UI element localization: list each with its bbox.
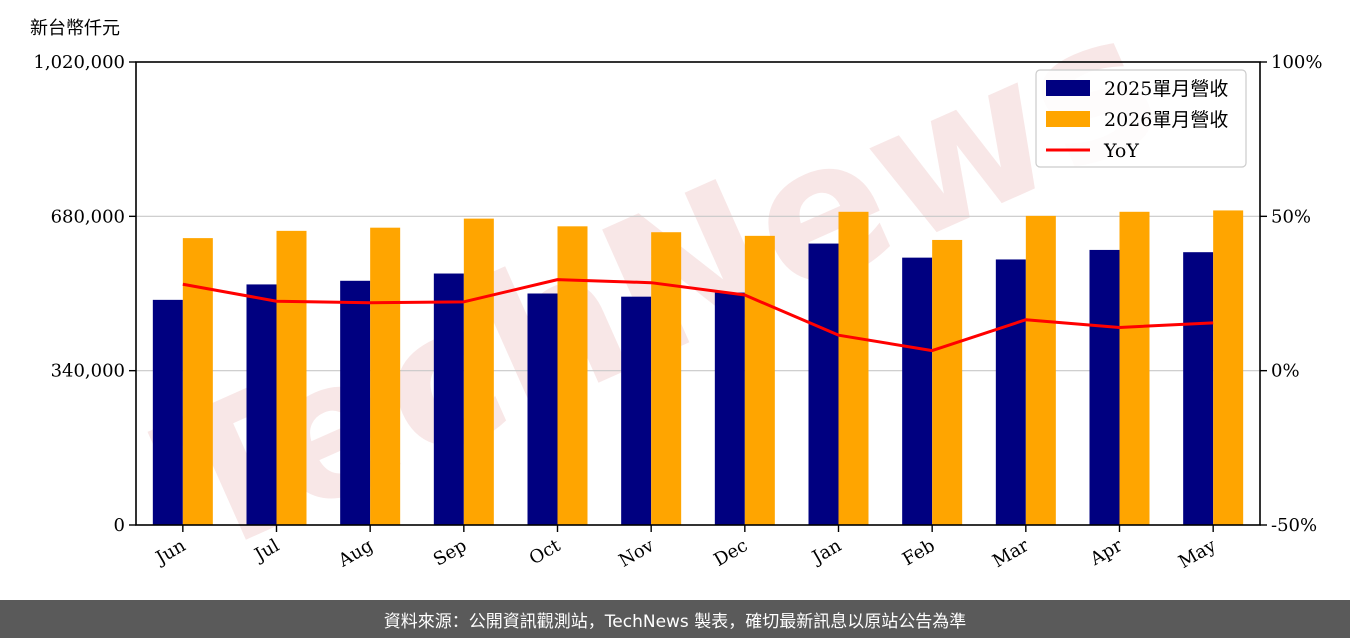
bar-series2-aug xyxy=(370,227,401,525)
bar-series2-sep xyxy=(463,218,494,525)
x-tick-label: Jan xyxy=(807,535,845,569)
y-tick-label: 1,020,000 xyxy=(33,52,125,73)
bar-series1-sep xyxy=(433,273,464,525)
bar-series1-oct xyxy=(527,293,558,525)
legend-swatch xyxy=(1046,80,1090,96)
bar-series2-apr xyxy=(1119,211,1150,525)
legend-label: YoY xyxy=(1103,140,1139,162)
bar-series2-jul xyxy=(276,230,307,525)
bar-series1-nov xyxy=(621,296,652,525)
y-tick-label: 0 xyxy=(114,515,125,536)
bars xyxy=(152,210,1244,526)
footer: 資料來源：公開資訊觀測站，TechNews 製表，確切最新訊息以原站公告為準 xyxy=(0,600,1350,638)
chart: TechNews 0340,000680,0001,020,000-50%0%5… xyxy=(30,0,1322,600)
legend: 2025單月營收 2026單月營收 YoY xyxy=(1035,69,1247,168)
y2-tick-label: 100% xyxy=(1271,52,1322,73)
y-tick-label: 680,000 xyxy=(51,206,125,227)
bar-series1-jan xyxy=(808,243,839,525)
bar-series2-dec xyxy=(744,235,775,525)
x-tick-label: Feb xyxy=(899,535,939,570)
bar-series1-jul xyxy=(246,284,277,525)
y2-tick-label: 0% xyxy=(1271,361,1300,382)
bar-series2-jan xyxy=(838,211,869,525)
y-tick-label: 340,000 xyxy=(51,361,125,382)
legend-label: 2025單月營收 xyxy=(1104,78,1228,100)
bar-series2-mar xyxy=(1025,215,1056,526)
bar-series2-may xyxy=(1213,210,1244,525)
bar-series1-feb xyxy=(902,257,933,525)
y2-tick-label: 50% xyxy=(1271,206,1311,227)
unit-label: 新台幣仟元 xyxy=(30,18,120,39)
bar-series2-feb xyxy=(932,239,963,525)
yoy-line-layer xyxy=(182,278,1214,353)
bar-series1-dec xyxy=(714,292,745,525)
bar-series1-jun xyxy=(152,299,183,525)
bar-series1-may xyxy=(1183,252,1214,526)
x-tick-label: Nov xyxy=(615,535,658,572)
x-tick-label: Mar xyxy=(989,535,1033,572)
x-tick-label: Sep xyxy=(430,535,470,570)
x-tick-label: Jun xyxy=(151,535,190,570)
x-tick-label: Oct xyxy=(526,535,565,570)
bar-series1-mar xyxy=(995,259,1026,525)
bar-series1-aug xyxy=(340,280,371,525)
x-tick-label: Dec xyxy=(710,535,751,571)
plot-frame xyxy=(135,61,1261,526)
x-tick-label: Apr xyxy=(1086,535,1126,570)
footer-text: 資料來源：公開資訊觀測站，TechNews 製表，確切最新訊息以原站公告為準 xyxy=(383,611,967,632)
bar-series2-jun xyxy=(182,238,213,525)
legend-swatch xyxy=(1046,111,1090,127)
y2-tick-label: -50% xyxy=(1271,515,1317,536)
bar-series2-oct xyxy=(557,226,588,525)
gridlines xyxy=(136,215,1260,372)
bar-series1-apr xyxy=(1089,249,1120,525)
legend-label: 2026單月營收 xyxy=(1104,109,1228,131)
yoy-line xyxy=(182,278,1214,353)
bar-series2-nov xyxy=(651,232,682,525)
x-tick-label: May xyxy=(1175,535,1220,573)
